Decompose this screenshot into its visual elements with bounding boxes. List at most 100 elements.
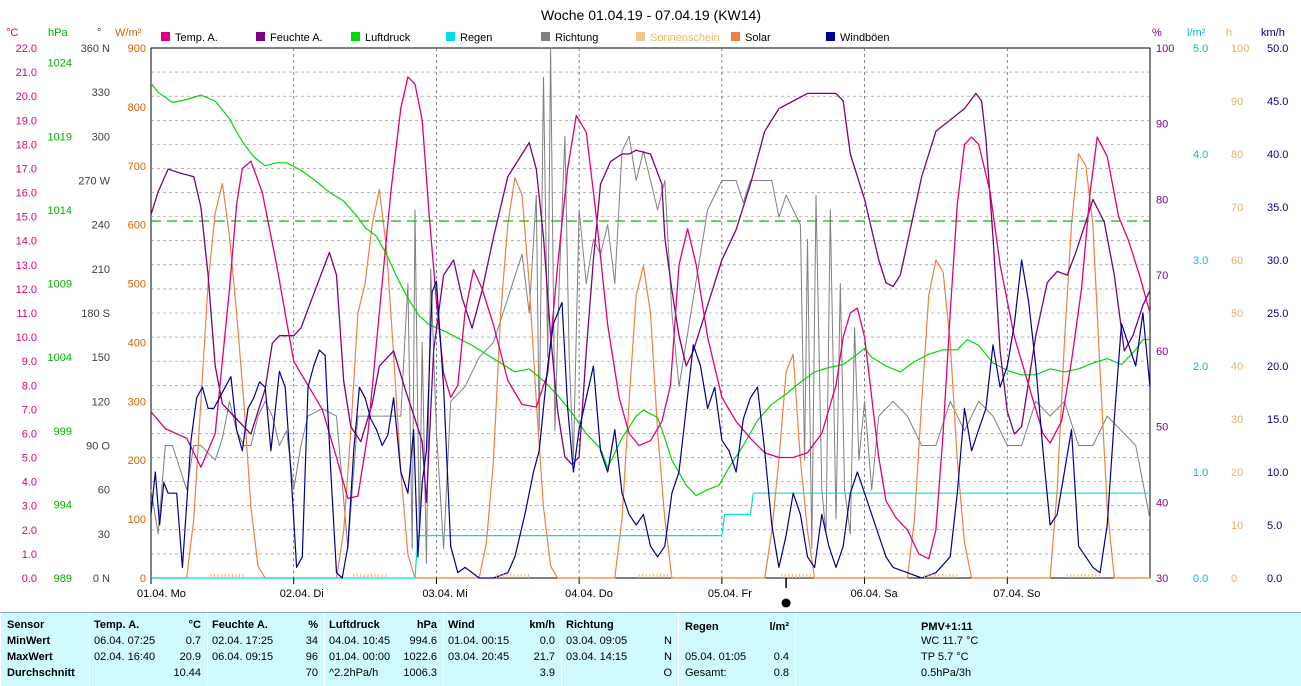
- axis-unit-rain: l/m²: [1187, 27, 1206, 39]
- temp-max-time: 02.04. 16:40: [94, 651, 156, 663]
- axis-tick-direction: 30: [98, 529, 110, 541]
- axis-tick-pressure: 1019: [48, 131, 72, 143]
- axis-tick-wind: 35.0: [1267, 202, 1288, 214]
- x-tick-label: 04.04. Do: [565, 588, 613, 600]
- axis-tick-temp: 3.0: [22, 501, 37, 513]
- axis-tick-sunshine: 50: [1231, 308, 1243, 320]
- row-label-min: MinWert: [7, 635, 51, 647]
- direction-min-time: 03.04. 09:05: [566, 635, 628, 647]
- series-pressure: [150, 82, 1150, 497]
- rain-max-time: 05.04. 01:05: [685, 651, 747, 663]
- axis-tick-rain: 5.0: [1193, 43, 1208, 55]
- direction-max-time: 03.04. 14:15: [566, 651, 628, 663]
- legend-swatch: [731, 32, 740, 41]
- grid: [151, 48, 1150, 578]
- axis-tick-temp: 22.0: [16, 43, 37, 55]
- series-layer: [150, 47, 1151, 579]
- axis-tick-solar: 300: [128, 396, 146, 408]
- axis-tick-temp: 8.0: [22, 380, 37, 392]
- axis-tick-temp: 13.0: [16, 260, 37, 272]
- legend-swatch: [256, 32, 265, 41]
- legend-label: Sonnenschein: [650, 32, 720, 44]
- time-cursor-icon[interactable]: [781, 598, 791, 608]
- header-rain: Regen: [685, 621, 719, 633]
- header-pressure-unit: hPa: [416, 619, 437, 631]
- axis-tick-sunshine: 90: [1231, 96, 1243, 108]
- axis-tick-temp: 0.0: [22, 573, 37, 585]
- axis-tick-sunshine: 40: [1231, 361, 1243, 373]
- direction-min-value: N: [664, 635, 672, 647]
- axis-tick-solar: 400: [128, 337, 146, 349]
- temp-max-value: 20.9: [179, 651, 201, 663]
- pressure-trend: ^2.2hPa/h: [329, 667, 379, 679]
- axis-tick-temp: 6.0: [22, 428, 37, 440]
- legend-label: Richtung: [555, 32, 598, 44]
- axis-tick-sunshine: 20: [1231, 467, 1243, 479]
- axis-tick-direction: 270 W: [78, 176, 110, 188]
- legend-label: Windböen: [840, 32, 890, 44]
- windchill-value: WC 11.7 °C: [921, 635, 979, 647]
- axis-tick-temp: 11.0: [16, 308, 37, 320]
- axis-tick-humidity: 90: [1156, 119, 1168, 131]
- pressure-min-time: 04.04. 10:45: [329, 635, 391, 647]
- axis-tick-temp: 10.0: [16, 332, 37, 344]
- axis-tick-wind: 5.0: [1267, 520, 1282, 532]
- axis-tick-temp: 14.0: [16, 236, 37, 248]
- legend-swatch: [541, 32, 550, 41]
- axis-tick-sunshine: 10: [1231, 520, 1243, 532]
- legend-label: Temp. A.: [175, 32, 218, 44]
- legend-swatch: [446, 32, 455, 41]
- axis-tick-humidity: 50: [1156, 422, 1168, 434]
- header-humidity-unit: %: [308, 619, 318, 631]
- legend-label: Feuchte A.: [270, 32, 323, 44]
- wind-max-time: 03.04. 20:45: [448, 651, 510, 663]
- axis-tick-direction: 60: [98, 485, 110, 497]
- wind-min-value: 0.0: [539, 635, 555, 647]
- axis-tick-temp: 21.0: [16, 67, 37, 79]
- axis-tick-direction: 0 N: [93, 573, 110, 585]
- axis-tick-humidity: 60: [1156, 346, 1168, 358]
- axes: 0.0 1.0 2.0 3.0 4.0 5.0 6.0 7.0 8.0 9.0 10.0 11.0 12…: [6, 27, 1288, 585]
- axis-tick-humidity: 40: [1156, 497, 1168, 509]
- humidity-min-value: 34: [305, 635, 318, 647]
- header-wind-unit: km/h: [529, 619, 555, 631]
- humidity-avg-value: 70: [305, 667, 318, 679]
- axis-tick-solar: 100: [128, 514, 146, 526]
- dewpoint-value: TP 5.7 °C: [921, 651, 969, 663]
- axis-tick-temp: 12.0: [16, 284, 37, 296]
- axis-tick-temp: 16.0: [16, 188, 37, 200]
- x-tick-label: 02.04. Di: [280, 588, 324, 600]
- axis-tick-wind: 40.0: [1267, 149, 1288, 161]
- humidity-min-time: 02.04. 17:25: [212, 635, 274, 647]
- axis-tick-temp: 17.0: [16, 163, 37, 175]
- axis-tick-rain: 1.0: [1193, 467, 1208, 479]
- wind-min-time: 01.04. 00:15: [448, 635, 510, 647]
- axis-tick-solar: 900: [128, 43, 146, 55]
- axis-tick-rain: 0.0: [1193, 573, 1208, 585]
- axis-tick-temp: 19.0: [16, 115, 37, 127]
- axis-tick-pressure: 1009: [48, 279, 72, 291]
- axis-tick-solar: 200: [128, 455, 146, 467]
- legend: Temp. A. Feuchte A. Luftdruck Regen Richtung…: [161, 32, 890, 44]
- header-direction: Richtung: [566, 619, 614, 631]
- axis-tick-direction: 330: [92, 87, 110, 99]
- axis-tick-pressure: 999: [54, 426, 72, 438]
- axis-tick-wind: 10.0: [1267, 467, 1288, 479]
- chart-title: Woche 01.04.19 - 07.04.19 (KW14): [541, 7, 761, 23]
- rain-total-label: Gesamt:: [685, 667, 727, 679]
- x-axis: 01.04. Mo 02.04. Di 03.04. Mi 04.04. Do 05.0…: [137, 578, 1040, 608]
- axis-tick-temp: 2.0: [22, 525, 37, 537]
- humidity-max-value: 96: [305, 651, 318, 663]
- series-rain: [151, 492, 1150, 579]
- header-pressure: Luftdruck: [329, 619, 380, 631]
- direction-max-value: N: [664, 651, 672, 663]
- axis-unit-wind: km/h: [1261, 27, 1285, 39]
- axis-tick-direction: 120: [92, 396, 110, 408]
- axis-tick-temp: 9.0: [22, 356, 37, 368]
- x-tick-label: 05.04. Fr: [708, 588, 752, 600]
- rain-total-value: 0.8: [773, 667, 789, 679]
- header-humidity: Feuchte A.: [212, 619, 268, 631]
- axis-tick-temp: 7.0: [22, 404, 37, 416]
- header-pmv: PMV+1:11: [921, 621, 973, 633]
- axis-tick-rain: 4.0: [1193, 149, 1208, 161]
